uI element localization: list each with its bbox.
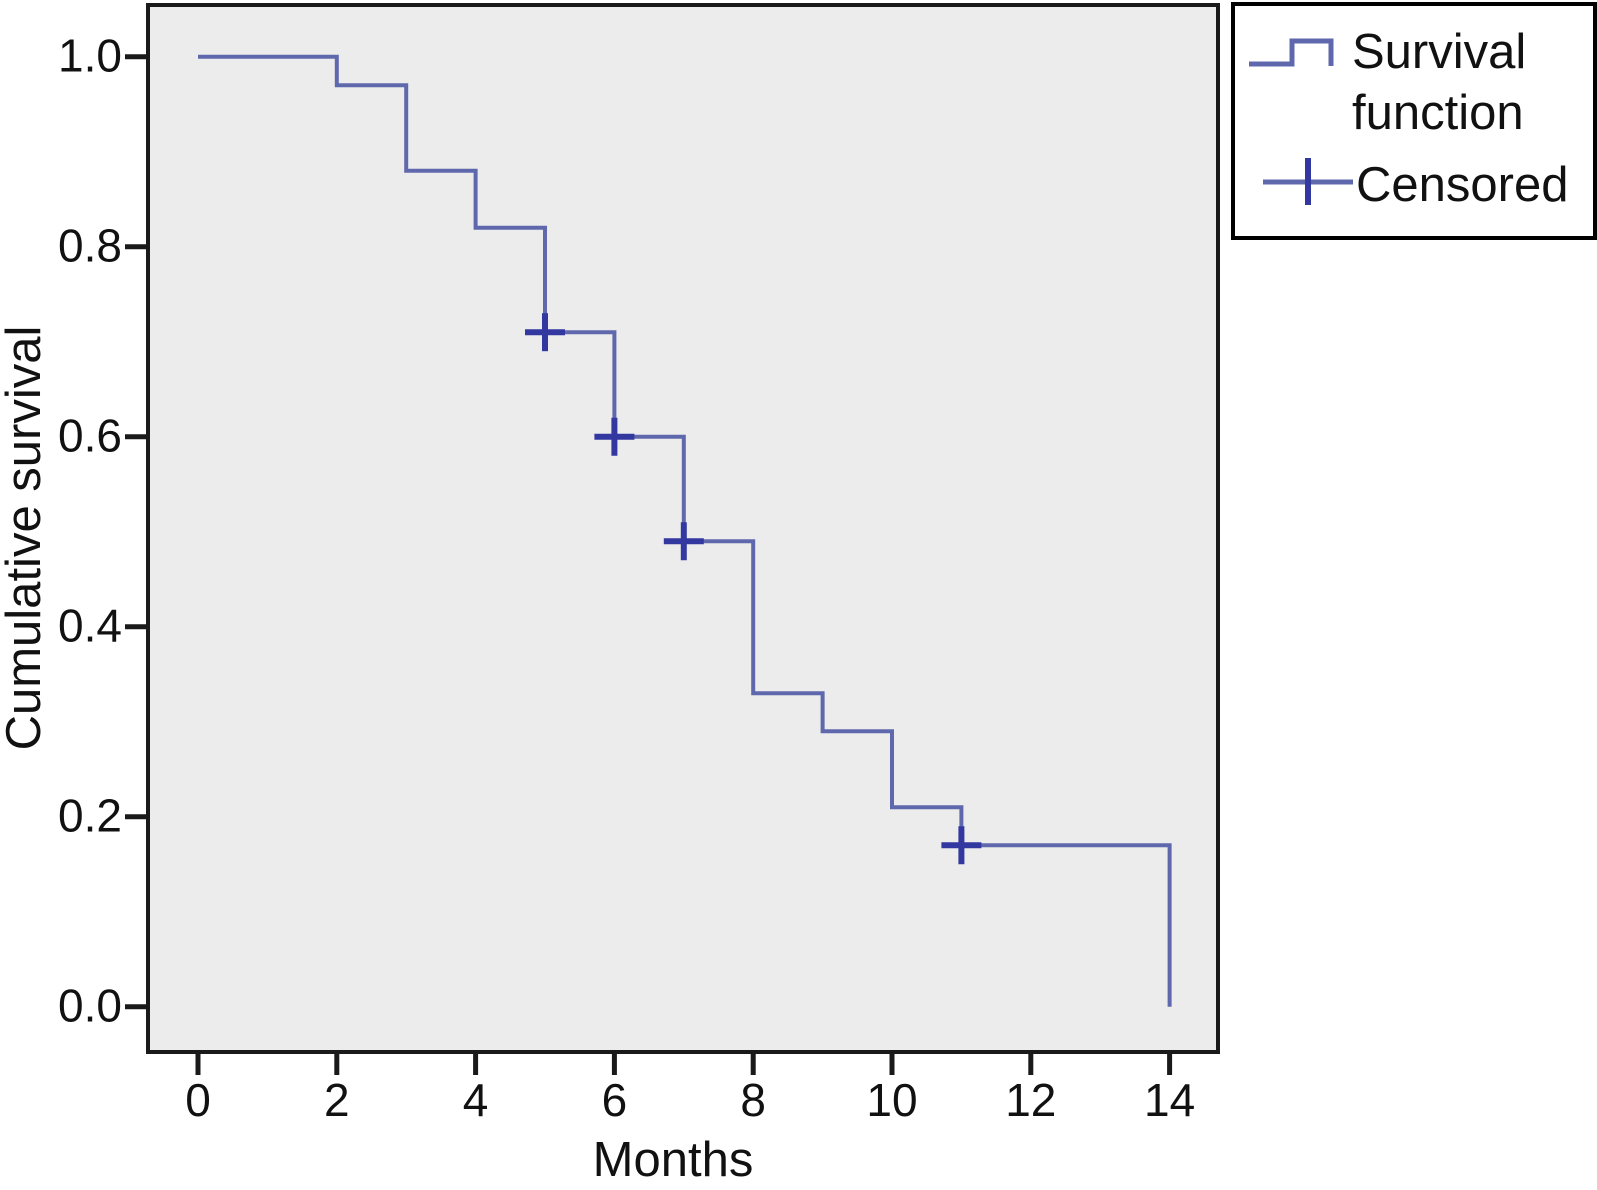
x-tick-label: 6: [602, 1074, 628, 1126]
legend-label-survival-line1: Survival: [1352, 25, 1526, 79]
legend-label-censored: Censored: [1356, 158, 1568, 212]
y-tick-label: 1.0: [58, 30, 122, 82]
x-tick-label: 8: [740, 1074, 766, 1126]
legend-label-survival-line2: function: [1352, 86, 1524, 140]
y-tick-label: 0.4: [58, 600, 122, 652]
legend: Survival function Censored: [1231, 2, 1597, 240]
y-tick-label: 0.8: [58, 220, 122, 272]
y-axis-tick-labels: 0.0 0.2 0.4 0.6 0.8 1.0: [58, 30, 122, 1032]
x-axis-tick-labels: 0 2 4 6 8 10 12 14: [185, 1074, 1195, 1126]
y-tick-label: 0.2: [58, 790, 122, 842]
x-axis-title: Months: [593, 1133, 754, 1185]
x-tick-label: 10: [866, 1074, 917, 1126]
survival-curve-path: [198, 54, 1172, 1007]
x-tick-label: 14: [1144, 1074, 1195, 1126]
y-tick-label: 0.6: [58, 410, 122, 462]
y-axis-ticks: [125, 54, 148, 1010]
step-line-icon: [1249, 38, 1334, 67]
x-tick-label: 12: [1005, 1074, 1056, 1126]
y-axis-title: Cumulative survival: [0, 326, 51, 751]
x-tick-label: 2: [324, 1074, 350, 1126]
legend-item-censored: Censored: [1263, 158, 1568, 212]
x-tick-label: 0: [185, 1074, 211, 1126]
legend-item-survival-function: Survival function: [1249, 25, 1526, 140]
censored-markers: [525, 313, 982, 865]
x-tick-label: 4: [463, 1074, 489, 1126]
x-axis-ticks: [195, 1054, 1173, 1075]
y-tick-label: 0.0: [58, 980, 122, 1032]
